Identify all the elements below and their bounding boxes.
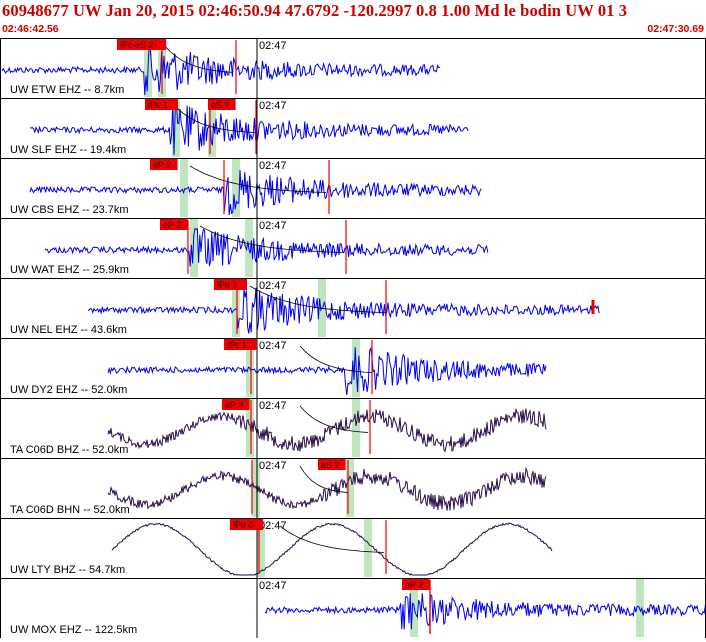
pick-box (402, 579, 430, 590)
time-marker-label: 02:47 (259, 460, 287, 472)
coda-curve (189, 165, 327, 193)
coda-curve (249, 285, 387, 313)
station-label: UW DY2 EHZ -- 52.0km (10, 384, 127, 396)
pick-window (346, 459, 354, 517)
pick-window (636, 579, 644, 637)
pick-label: iPc 1 (148, 100, 168, 110)
station-label: UW ETW EHZ -- 8.7km (10, 84, 124, 96)
pick-box (318, 459, 346, 470)
pick-box (117, 39, 167, 50)
time-marker-label: 02:47 (259, 40, 287, 52)
pick-label: eP 3 (225, 400, 243, 410)
event-title: 60948677 UW Jan 20, 2015 02:46:50.94 47.… (2, 1, 628, 20)
coda-curve (279, 525, 385, 553)
coda-curve (299, 465, 349, 493)
coda-curve (164, 45, 234, 73)
pick-label: iPc eS 2 (120, 40, 154, 50)
station-label: UW CBS EHZ -- 23.7km (10, 204, 129, 216)
pick-box (208, 99, 236, 110)
pick-window (190, 219, 198, 277)
coda-curve (174, 105, 256, 133)
start-time-label: 02:46:42.56 (2, 23, 59, 35)
pick-label: eP 2 (405, 580, 423, 590)
waveform-trace (107, 346, 547, 396)
pick-label: eP 3 (163, 220, 181, 230)
pick-label: eS 2 (321, 460, 340, 470)
pick-label: iPd 1 (217, 280, 238, 290)
pick-label: iPd 0 (233, 520, 254, 530)
station-label: UW MOX EHZ -- 122.5km (10, 624, 137, 636)
end-time-label: 02:47:30.69 (647, 23, 704, 35)
waveform-trace (264, 593, 706, 630)
pick-label: eS 2 (211, 100, 230, 110)
time-marker-label: 02:47 (259, 100, 287, 112)
pick-box (214, 279, 247, 290)
pick-box (160, 219, 188, 230)
waveform-trace (44, 227, 489, 267)
pick-window (352, 399, 360, 457)
event-header: 60948677 UW Jan 20, 2015 02:46:50.94 47.… (0, 0, 706, 38)
time-marker-label: 02:47 (259, 160, 287, 172)
time-marker-label: 02:47 (259, 580, 287, 592)
time-marker-label: 02:47 (259, 340, 287, 352)
pick-label: eP 2 (153, 160, 171, 170)
coda-curve (299, 405, 369, 433)
pick-window (232, 159, 240, 217)
pick-window (180, 159, 188, 217)
pick-window (257, 519, 265, 577)
seismogram-plot[interactable]: 02:47 iPc eS 2 UW ETW EHZ -- 8.7km 02:47 iPc… (0, 38, 706, 639)
time-marker-label: 02:47 (259, 520, 287, 532)
pick-label: iPc 1 (227, 340, 247, 350)
waveform-trace (87, 287, 600, 334)
seismogram-canvas[interactable]: 02:47 iPc eS 2 UW ETW EHZ -- 8.7km 02:47 iPc… (0, 38, 706, 639)
station-label: UW SLF EHZ -- 19.4km (10, 144, 126, 156)
pick-window (172, 99, 180, 157)
coda-curve (299, 345, 373, 373)
pick-box (150, 159, 178, 170)
coda-curve (199, 225, 345, 253)
pick-box (230, 519, 263, 530)
station-label: TA C06D BHZ -- 52.0km (10, 444, 128, 456)
waveform-trace (107, 408, 547, 453)
time-marker-label: 02:47 (259, 220, 287, 232)
time-marker-label: 02:47 (259, 280, 287, 292)
station-label: TA C06D BHN -- 52.0km (10, 504, 130, 516)
pick-window (232, 279, 240, 337)
station-label: UW WAT EHZ -- 25.9km (10, 264, 129, 276)
pick-box (145, 99, 178, 110)
pick-window (208, 99, 216, 157)
waveform-trace (107, 466, 547, 511)
station-label: UW LTY BHZ -- 54.7km (10, 564, 125, 576)
station-label: UW NEL EHZ -- 43.6km (10, 324, 127, 336)
pick-box (224, 339, 257, 350)
waveform-trace (29, 169, 482, 216)
waveform-trace (111, 522, 553, 576)
time-marker-label: 02:47 (259, 400, 287, 412)
pick-window (364, 519, 372, 577)
pick-box (222, 399, 250, 410)
